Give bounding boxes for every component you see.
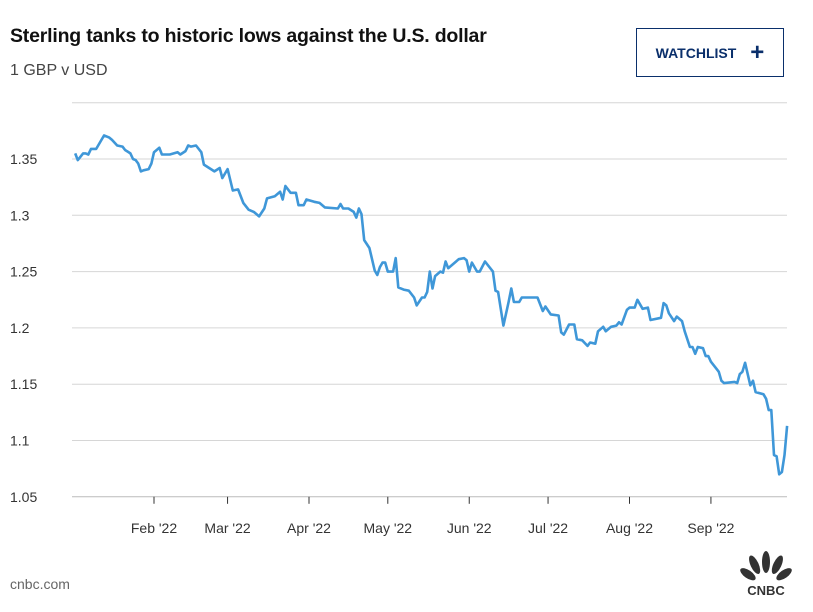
- watchlist-label: WATCHLIST: [655, 44, 737, 61]
- y-tick-label: 1.2: [10, 320, 30, 336]
- x-tick-label: Feb '22: [131, 520, 177, 536]
- y-tick-label: 1.35: [10, 151, 37, 167]
- source-label: cnbc.com: [10, 576, 70, 592]
- x-tick-label: May '22: [364, 520, 413, 536]
- x-tick-label: Jun '22: [447, 520, 492, 536]
- x-tick-label: Jul '22: [528, 520, 568, 536]
- chart-subtitle: 1 GBP v USD: [10, 62, 108, 79]
- y-tick-label: 1.05: [10, 489, 37, 505]
- watchlist-button[interactable]: WATCHLIST +: [636, 28, 784, 77]
- chart-title: Sterling tanks to historic lows against …: [10, 25, 487, 47]
- y-tick-label: 1.1: [10, 433, 30, 449]
- y-tick-label: 1.3: [10, 207, 30, 223]
- x-tick-label: Apr '22: [287, 520, 331, 536]
- x-tick-label: Sep '22: [687, 520, 734, 536]
- svg-text:CNBC: CNBC: [747, 583, 785, 598]
- x-tick-label: Aug '22: [606, 520, 653, 536]
- y-tick-label: 1.25: [10, 264, 37, 280]
- cnbc-logo: CNBC: [740, 551, 792, 598]
- plus-icon: +: [750, 38, 765, 66]
- y-tick-label: 1.15: [10, 376, 37, 392]
- series-line-gbp-usd: [73, 134, 789, 476]
- x-tick-label: Mar '22: [204, 520, 250, 536]
